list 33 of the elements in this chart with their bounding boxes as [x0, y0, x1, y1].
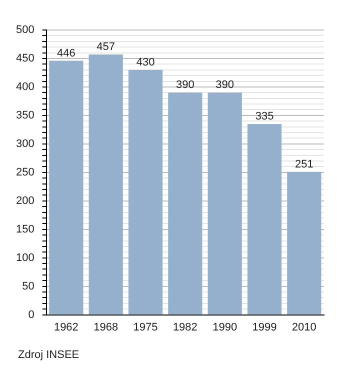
y-tick-label: 100: [16, 252, 34, 264]
bar: [49, 60, 84, 314]
y-tick-label: 150: [16, 223, 34, 236]
data-label: 457: [96, 41, 116, 54]
data-label: 390: [216, 79, 234, 92]
y-tick-label: 500: [16, 24, 34, 36]
x-tick-label: 1999: [252, 321, 277, 334]
bar: [208, 92, 242, 314]
bar: [247, 124, 282, 314]
bar: [128, 70, 163, 314]
x-tick-label: 1990: [212, 321, 238, 334]
y-tick-label: 200: [16, 194, 34, 207]
y-tick-label: 350: [16, 109, 34, 122]
x-tick-label: 1968: [94, 321, 118, 334]
data-label: 390: [176, 79, 194, 92]
y-tick-label: 450: [16, 52, 34, 65]
y-tick-label: 300: [16, 138, 34, 150]
data-label: 430: [136, 56, 155, 68]
y-tick-label: 400: [16, 80, 34, 93]
x-tick-label: 1962: [54, 321, 78, 334]
x-tick-label: 1982: [172, 321, 198, 334]
data-label: 251: [294, 158, 314, 170]
y-tick-label: 0: [28, 308, 34, 321]
y-tick-label: 250: [16, 166, 34, 178]
bar: [88, 54, 123, 314]
data-label: 335: [255, 110, 274, 123]
data-label: 446: [57, 47, 76, 60]
bar: [168, 92, 202, 314]
x-tick-label: 1975: [133, 321, 158, 334]
y-tick-label: 50: [22, 280, 34, 292]
bar: [287, 172, 322, 314]
text: Zdroj INSEE: [18, 349, 80, 361]
x-tick-label: 2010: [292, 321, 316, 334]
